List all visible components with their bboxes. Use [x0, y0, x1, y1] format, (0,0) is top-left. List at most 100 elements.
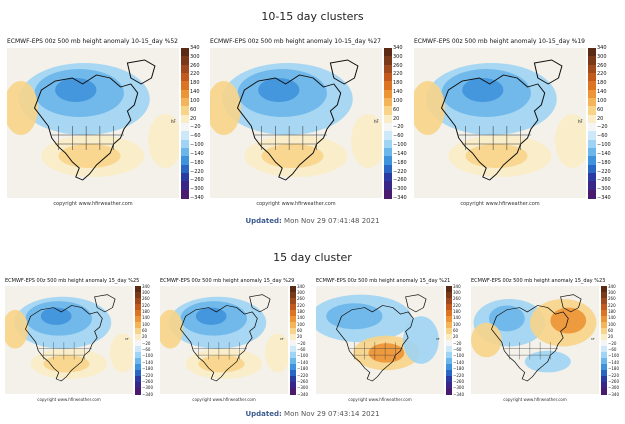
colorbar-tick-label: 180 [608, 309, 616, 314]
colorbar-tick-label: −20 [297, 340, 306, 346]
colorbar-tick-label: 60 [142, 328, 148, 334]
colorbar-tick-label: −340 [297, 391, 308, 397]
colorbar-tick-label: −220 [597, 168, 611, 175]
colorbar-tick-label: 260 [142, 296, 150, 302]
colorbar-tick-label: 20 [608, 334, 614, 340]
colorbar-tick-label: −260 [297, 378, 308, 384]
colorbar-unit: hF [374, 118, 379, 124]
copyright-text: copyright www.hfirweather.com [192, 397, 256, 402]
colorbar-tick-label: 140 [190, 89, 200, 96]
colorbar-unit: hF [280, 336, 284, 341]
colorbar-tick-label: −180 [297, 366, 308, 372]
colorbar-unit: hF [436, 336, 440, 341]
map-panel: ECMWF-EPS 00z 500 mb height anomaly 10-1… [414, 38, 614, 208]
colorbar-tick-label: 300 [453, 289, 461, 295]
colorbar-tick-label: −20 [142, 340, 151, 346]
colorbar-tick-label: −20 [597, 124, 608, 131]
copyright-text: copyright www.hfirweather.com [53, 201, 133, 207]
colorbar-tick-label: −260 [190, 177, 204, 184]
colorbar-tick-label: −220 [608, 372, 619, 378]
colorbar-tick-label: 220 [597, 71, 607, 78]
colorbar-tick-label: 220 [297, 302, 305, 308]
colorbar-tick-label: −180 [608, 366, 619, 372]
colorbar-tick-label: 220 [453, 302, 461, 308]
row1-title: 10-15 day clusters [261, 10, 364, 23]
colorbar-tick-label: −100 [608, 353, 619, 359]
panel-title: ECMWF-EPS 00z 500 mb height anomaly 15_d… [471, 278, 606, 284]
colorbar-tick-label: 100 [608, 321, 616, 327]
colorbar [384, 48, 392, 199]
colorbar-tick-label: 340 [393, 45, 403, 51]
colorbar-tick-label: 300 [597, 53, 607, 60]
map-panel: ECMWF-EPS 00z 500 mb height anomaly 15_d… [160, 278, 312, 404]
colorbar-tick-label: 20 [453, 334, 459, 340]
updated-value: Mon Nov 29 07:41:48 2021 [284, 217, 380, 225]
colorbar-tick-label: −100 [190, 142, 204, 149]
colorbar-unit: hF [171, 118, 176, 124]
anomaly-map [316, 286, 444, 394]
colorbar-tick-label: −220 [142, 372, 153, 378]
anomaly-map [160, 286, 288, 394]
colorbar-tick-label: −100 [142, 353, 153, 359]
colorbar-tick-label: −20 [453, 340, 462, 346]
colorbar-tick-label: −220 [393, 168, 407, 175]
colorbar-tick-label: −140 [608, 359, 619, 365]
anomaly-map [5, 286, 133, 394]
colorbar-tick-label: −180 [393, 159, 407, 166]
panel-title: ECMWF-EPS 00z 500 mb height anomaly 10-1… [7, 38, 178, 45]
colorbar-tick-label: 140 [393, 89, 403, 96]
colorbar-tick-label: −20 [393, 124, 404, 131]
colorbar-tick-label: −340 [453, 391, 464, 397]
map-panel: ECMWF-EPS 00z 500 mb height anomaly 10-1… [210, 38, 410, 208]
colorbar-tick-label: −100 [453, 353, 464, 359]
colorbar-tick-label: −60 [142, 347, 151, 353]
colorbar-tick-label: 340 [597, 45, 607, 51]
colorbar-tick-label: 100 [597, 97, 607, 104]
anomaly-map [414, 48, 586, 198]
colorbar-tick-label: −140 [597, 150, 611, 157]
colorbar-tick-label: 260 [393, 62, 403, 69]
colorbar [181, 48, 189, 199]
row2-updated: Updated: Mon Nov 29 07:43:14 2021 [0, 410, 625, 418]
colorbar-tick-label: −140 [297, 359, 308, 365]
colorbar-tick-label: 300 [190, 53, 200, 60]
colorbar-tick-label: −220 [297, 372, 308, 378]
colorbar-tick-label: 180 [142, 309, 150, 314]
map-panel: ECMWF-EPS 00z 500 mb height anomaly 15_d… [471, 278, 623, 404]
colorbar-tick-label: −140 [453, 359, 464, 365]
colorbar-tick-label: −260 [608, 378, 619, 384]
colorbar [135, 286, 141, 395]
colorbar-tick-label: 220 [393, 71, 403, 78]
panel-title: ECMWF-EPS 00z 500 mb height anomaly 10-1… [210, 38, 381, 45]
colorbar-tick-label: 260 [608, 296, 616, 302]
updated-label: Updated: [245, 410, 282, 418]
colorbar-tick-label: −20 [190, 124, 201, 131]
panel-title: ECMWF-EPS 00z 500 mb height anomaly 15_d… [5, 278, 140, 284]
colorbar-tick-label: −60 [393, 133, 404, 140]
colorbar-tick-label: 180 [190, 80, 200, 87]
map-panel: ECMWF-EPS 00z 500 mb height anomaly 10-1… [7, 38, 207, 208]
colorbar-tick-label: −340 [142, 391, 153, 397]
colorbar-tick-label: −300 [608, 385, 619, 391]
colorbar-tick-label: 260 [297, 296, 305, 302]
colorbar-tick-label: −300 [190, 186, 204, 193]
colorbar-tick-label: −260 [393, 177, 407, 184]
colorbar-tick-label: −60 [453, 347, 462, 353]
colorbar-tick-label: 140 [297, 315, 305, 321]
colorbar-tick-label: 300 [142, 289, 150, 295]
colorbar-tick-label: 60 [190, 106, 197, 113]
colorbar-tick-label: 260 [453, 296, 461, 302]
copyright-text: copyright www.hfirweather.com [348, 397, 412, 402]
colorbar-tick-label: 100 [453, 321, 461, 327]
colorbar-tick-label: 220 [190, 71, 200, 78]
colorbar-tick-label: 140 [608, 315, 616, 321]
colorbar-tick-label: 20 [597, 115, 604, 122]
colorbar-tick-label: 20 [142, 334, 148, 340]
colorbar-tick-label: 180 [453, 309, 461, 314]
colorbar-tick-label: 60 [453, 328, 459, 334]
colorbar-tick-label: −300 [297, 385, 308, 391]
colorbar-tick-label: 100 [190, 97, 200, 104]
colorbar [290, 286, 296, 395]
colorbar-tick-label: −340 [190, 195, 204, 201]
colorbar-tick-label: −180 [190, 159, 204, 166]
